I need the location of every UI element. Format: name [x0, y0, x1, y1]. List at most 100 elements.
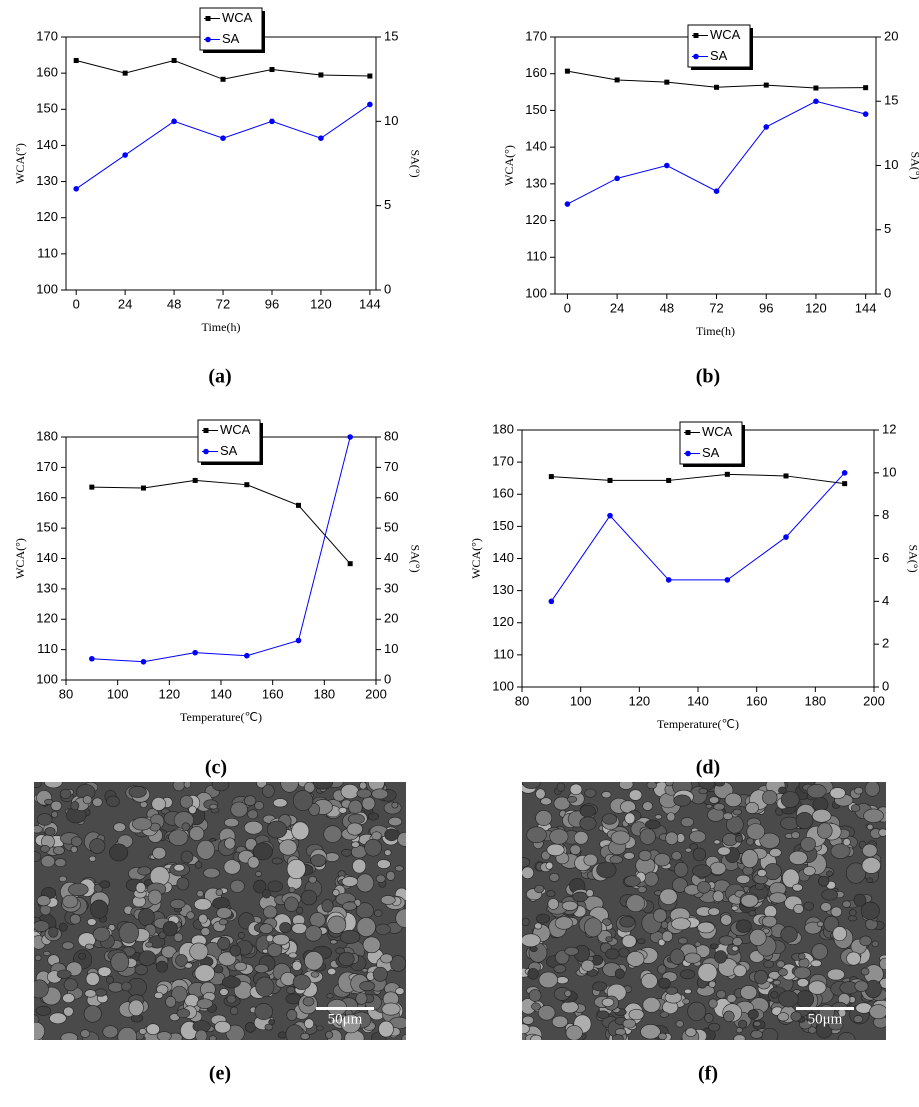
grain	[69, 913, 81, 925]
marker-circle	[192, 649, 198, 656]
grain	[271, 857, 283, 865]
grain	[871, 940, 879, 948]
grain	[308, 803, 321, 816]
plot-frame	[65, 436, 377, 681]
grain	[535, 788, 546, 800]
grain	[861, 857, 881, 874]
grain	[553, 964, 567, 974]
grain	[341, 848, 353, 857]
y-tick-label: 180	[36, 428, 58, 443]
grain	[692, 864, 712, 878]
grain	[818, 875, 830, 887]
grain	[585, 889, 594, 898]
x-tick-label: 140	[210, 686, 232, 701]
grain	[267, 942, 283, 957]
grain	[684, 988, 692, 995]
grain	[384, 849, 392, 856]
grain	[209, 803, 218, 810]
marker-square	[564, 68, 570, 74]
y-tick-label: 110	[493, 646, 514, 661]
panel-label: (a)	[208, 366, 231, 388]
marker-square	[607, 477, 613, 483]
marker-circle	[122, 152, 128, 158]
grain	[790, 1011, 802, 1022]
grain	[83, 1005, 102, 1023]
grain	[567, 795, 578, 803]
x-tick-label: 72	[216, 296, 230, 311]
grain	[749, 929, 767, 946]
grain	[637, 886, 647, 894]
grain	[722, 812, 733, 820]
grain	[84, 989, 97, 998]
y-tick-label: 170	[525, 28, 547, 43]
grain	[263, 905, 278, 919]
legend-box	[199, 7, 263, 51]
y2-tick-label: 15	[884, 93, 898, 108]
legend-label: SA	[220, 443, 238, 458]
grain	[219, 988, 229, 996]
y-tick-label: 150	[36, 101, 58, 116]
grain	[658, 938, 666, 947]
grain	[172, 782, 185, 792]
grain	[549, 828, 569, 845]
grain	[829, 787, 846, 799]
x-tick-label: 24	[610, 300, 624, 315]
x-tick-label: 0	[564, 300, 571, 315]
marker-square	[548, 474, 554, 480]
grain	[579, 804, 596, 818]
grain	[564, 946, 579, 956]
grain	[292, 974, 311, 990]
grain	[657, 964, 667, 975]
grain	[832, 926, 847, 942]
grain	[740, 985, 758, 1000]
marker-square	[347, 561, 353, 567]
grain	[138, 1028, 147, 1035]
marker-circle	[318, 135, 324, 141]
marker-circle	[713, 188, 720, 194]
grain	[254, 963, 269, 974]
grain	[769, 892, 787, 904]
y-tick-label: 150	[36, 520, 58, 535]
grain	[793, 966, 811, 979]
marker-square	[367, 73, 373, 79]
grain	[171, 985, 188, 1003]
grain	[697, 963, 718, 982]
marker-square	[724, 471, 730, 477]
grain	[551, 1015, 569, 1028]
grain	[645, 819, 661, 830]
grain	[564, 989, 572, 997]
y-axis-label: WCA(°)	[13, 538, 27, 579]
grain	[665, 986, 678, 995]
marker-circle	[783, 534, 789, 540]
grain	[179, 795, 194, 809]
grain	[826, 870, 833, 877]
marker-square	[89, 484, 95, 490]
grain	[80, 1029, 91, 1038]
series-line	[76, 59, 370, 80]
grain	[62, 894, 79, 909]
grain	[374, 909, 383, 918]
marker-circle	[685, 450, 691, 457]
grain	[637, 938, 646, 945]
grain	[713, 803, 725, 811]
grain	[761, 1028, 779, 1040]
marker-square	[203, 428, 209, 433]
grain	[238, 931, 245, 939]
grain	[225, 1024, 245, 1040]
grain	[352, 858, 367, 874]
grain	[866, 823, 874, 831]
grain	[680, 969, 696, 980]
grain	[534, 922, 543, 930]
grain	[680, 817, 694, 828]
grain	[778, 786, 787, 795]
grain	[361, 796, 376, 811]
x-tick-label: 140	[687, 693, 709, 708]
grain	[147, 889, 163, 905]
grain	[848, 915, 858, 922]
grain	[806, 1011, 818, 1024]
x-tick-label: 144	[359, 296, 381, 311]
marker-circle	[295, 637, 302, 644]
grain	[803, 901, 814, 911]
grain	[816, 822, 833, 839]
grain	[660, 920, 669, 929]
